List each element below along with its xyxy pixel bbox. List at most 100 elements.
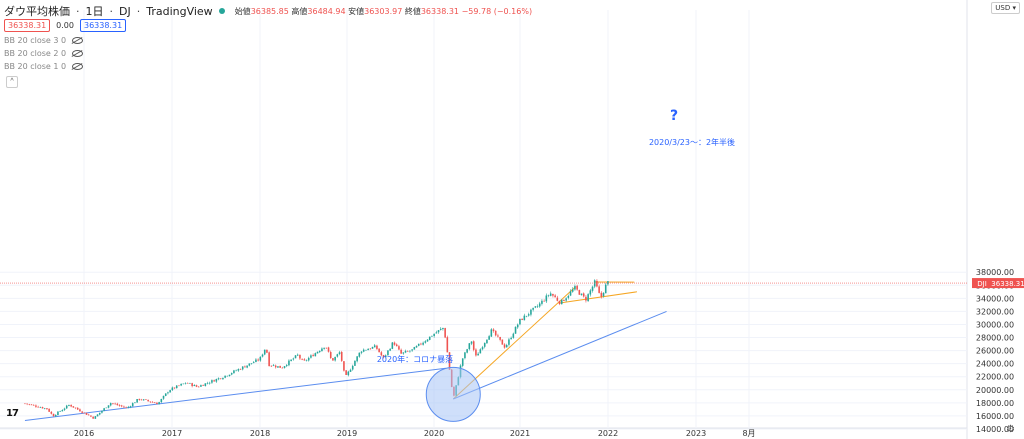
candle xyxy=(171,386,174,391)
x-tick-label: 2019 xyxy=(337,429,357,438)
candle xyxy=(516,323,519,329)
candle xyxy=(499,336,501,342)
currency-select[interactable]: USD ▾ xyxy=(991,2,1020,14)
interval-label[interactable]: 1日 xyxy=(85,5,104,18)
chart-grid xyxy=(0,0,968,439)
x-tick-label: 8月 xyxy=(742,429,755,438)
candle xyxy=(230,372,233,376)
y-tick-label: 22000.00 xyxy=(976,373,1014,382)
buy-price-button[interactable]: 36338.31 xyxy=(79,19,127,32)
candle xyxy=(202,384,204,386)
candle xyxy=(444,327,446,339)
candle xyxy=(437,330,440,334)
candle xyxy=(598,284,600,294)
candle xyxy=(134,402,136,404)
candle xyxy=(127,405,130,409)
crash-annotation[interactable]: 2020年：コロナ暴落 xyxy=(377,354,453,364)
candle xyxy=(68,404,70,407)
current-price-tag: DJI 36338.31 xyxy=(972,278,1024,289)
candle xyxy=(406,350,409,352)
candle xyxy=(519,318,521,326)
collapse-indicators-button[interactable]: ^ xyxy=(6,76,18,88)
gear-icon[interactable]: ⚙ xyxy=(1006,424,1015,435)
candle xyxy=(61,409,64,412)
candle xyxy=(252,361,255,364)
candle xyxy=(305,359,308,362)
candle xyxy=(299,354,301,360)
candle xyxy=(59,410,61,412)
candle xyxy=(255,358,257,363)
candle xyxy=(87,413,90,416)
candle xyxy=(211,379,213,384)
candle xyxy=(479,348,482,354)
indicator-bb-1[interactable]: BB 20 close 1 0 xyxy=(4,62,84,71)
candle xyxy=(153,402,156,404)
candle xyxy=(501,339,504,345)
candle xyxy=(41,406,44,409)
candle xyxy=(356,356,358,363)
candle xyxy=(239,368,242,370)
candle xyxy=(472,340,475,352)
candle xyxy=(486,339,488,345)
candle xyxy=(32,404,35,406)
candle xyxy=(208,381,211,385)
candle xyxy=(103,407,105,412)
eye-hidden-icon[interactable] xyxy=(72,63,84,70)
candle xyxy=(582,292,585,298)
candle xyxy=(543,299,545,302)
candle xyxy=(30,404,33,406)
candle xyxy=(494,330,497,337)
period-annotation[interactable]: 2020/3/23〜：2年半後 xyxy=(649,137,735,147)
candle xyxy=(395,343,398,347)
candle xyxy=(325,347,328,349)
candle xyxy=(57,411,59,416)
candle xyxy=(426,338,429,342)
candle xyxy=(574,284,576,291)
candle xyxy=(563,299,565,302)
candle xyxy=(362,348,365,353)
candle xyxy=(303,358,306,361)
current-price-label: 36338.31 xyxy=(991,280,1024,288)
candle xyxy=(285,364,288,368)
candle xyxy=(373,343,376,348)
candle xyxy=(490,328,493,337)
x-axis-labels: 2016 2017 2018 2019 2020 2021 2022 2023 8月 xyxy=(74,429,756,438)
indicator-bb-2[interactable]: BB 20 close 2 0 xyxy=(4,49,84,58)
candle xyxy=(475,348,477,357)
eye-hidden-icon[interactable] xyxy=(72,37,84,44)
candle xyxy=(541,299,543,306)
question-annotation[interactable]: ? xyxy=(670,108,678,124)
candle xyxy=(173,387,176,390)
covid-crash-highlight-circle[interactable] xyxy=(425,366,481,422)
candle xyxy=(602,292,605,298)
candle xyxy=(607,281,609,286)
candle xyxy=(274,364,277,369)
candle xyxy=(283,365,286,369)
candle xyxy=(591,285,594,293)
candle xyxy=(369,348,372,350)
candle xyxy=(525,315,528,318)
sell-price-button[interactable]: 36338.31 xyxy=(4,19,51,32)
eye-hidden-icon[interactable] xyxy=(72,50,84,57)
candle xyxy=(142,398,145,401)
y-tick-label: 18000.00 xyxy=(976,399,1014,408)
candle xyxy=(204,383,207,387)
candle xyxy=(349,368,352,373)
candle xyxy=(422,341,424,346)
candle xyxy=(310,354,312,359)
candle xyxy=(184,382,187,385)
candle xyxy=(321,347,323,352)
candle xyxy=(547,294,550,298)
indicator-bb-3[interactable]: BB 20 close 3 0 xyxy=(4,36,84,45)
candle xyxy=(224,375,226,379)
candle xyxy=(510,336,512,340)
y-tick-label: 30000.00 xyxy=(976,320,1014,329)
candle xyxy=(272,364,275,367)
candle xyxy=(477,352,479,356)
candle xyxy=(74,407,77,410)
candle xyxy=(329,350,332,359)
symbol-label[interactable]: DJ xyxy=(119,4,131,18)
candle xyxy=(431,335,433,337)
tradingview-logo: 17 xyxy=(6,408,19,419)
